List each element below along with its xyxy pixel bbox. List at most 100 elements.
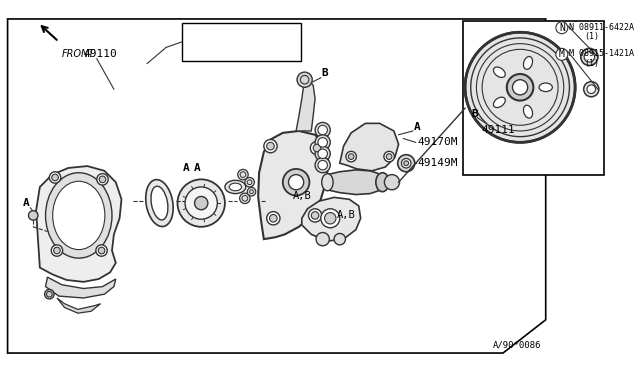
Circle shape <box>316 232 330 246</box>
Circle shape <box>99 176 106 183</box>
Text: A— 49110K: A— 49110K <box>188 28 241 38</box>
Ellipse shape <box>229 183 241 191</box>
Text: 49170M: 49170M <box>417 137 458 147</box>
Ellipse shape <box>493 97 506 108</box>
Polygon shape <box>302 198 361 241</box>
Text: A/90*0086: A/90*0086 <box>493 340 541 349</box>
Text: A,B: A,B <box>337 211 356 221</box>
Circle shape <box>313 144 321 152</box>
Circle shape <box>581 48 598 65</box>
Ellipse shape <box>225 180 246 193</box>
Circle shape <box>315 157 330 173</box>
Circle shape <box>404 161 408 166</box>
Circle shape <box>346 151 356 162</box>
Polygon shape <box>8 19 546 353</box>
Circle shape <box>264 140 277 153</box>
Text: (1): (1) <box>584 32 600 41</box>
Circle shape <box>584 81 599 97</box>
Ellipse shape <box>524 105 532 118</box>
FancyArrowPatch shape <box>42 26 57 40</box>
Text: 49149M: 49149M <box>417 158 458 168</box>
Text: A: A <box>194 163 201 173</box>
Circle shape <box>318 138 328 147</box>
Text: 49111: 49111 <box>481 125 515 135</box>
Polygon shape <box>36 166 122 282</box>
Circle shape <box>177 179 225 227</box>
Circle shape <box>348 154 354 160</box>
Ellipse shape <box>151 186 168 220</box>
Text: A: A <box>182 163 189 173</box>
Circle shape <box>195 196 208 210</box>
Circle shape <box>311 212 319 219</box>
Circle shape <box>297 72 312 87</box>
Circle shape <box>97 174 108 185</box>
Ellipse shape <box>524 57 532 70</box>
Polygon shape <box>328 170 383 195</box>
Circle shape <box>507 74 533 100</box>
Ellipse shape <box>45 173 112 258</box>
Circle shape <box>283 169 309 196</box>
Text: M 08915-1421A: M 08915-1421A <box>570 49 634 58</box>
Circle shape <box>237 169 248 180</box>
Polygon shape <box>45 277 116 298</box>
Circle shape <box>334 234 346 245</box>
Text: A,B: A,B <box>292 192 311 202</box>
Circle shape <box>96 245 108 256</box>
Circle shape <box>384 151 394 162</box>
Circle shape <box>315 135 330 150</box>
Text: N 08911-6422A: N 08911-6422A <box>570 23 634 32</box>
Text: 49110: 49110 <box>83 49 117 59</box>
Circle shape <box>269 215 277 222</box>
Polygon shape <box>57 298 100 313</box>
Circle shape <box>98 247 105 254</box>
Text: B: B <box>321 68 328 78</box>
Circle shape <box>401 158 411 168</box>
Text: M: M <box>559 49 564 60</box>
Circle shape <box>587 85 596 93</box>
Polygon shape <box>296 80 315 131</box>
Circle shape <box>318 160 328 170</box>
Text: B— 49119K: B— 49119K <box>188 43 241 53</box>
Circle shape <box>318 149 328 158</box>
Text: A: A <box>414 122 421 132</box>
Circle shape <box>239 193 250 203</box>
Circle shape <box>318 125 328 135</box>
Ellipse shape <box>376 173 389 192</box>
Text: FRONT: FRONT <box>61 49 95 60</box>
Circle shape <box>315 146 330 161</box>
Ellipse shape <box>146 180 173 227</box>
Circle shape <box>245 177 254 187</box>
Circle shape <box>321 209 340 228</box>
Circle shape <box>267 142 275 150</box>
Bar <box>182 23 301 61</box>
Circle shape <box>310 141 324 155</box>
Circle shape <box>387 154 392 160</box>
Circle shape <box>49 172 61 183</box>
Circle shape <box>28 211 38 220</box>
Circle shape <box>308 209 322 222</box>
Circle shape <box>289 174 304 190</box>
Polygon shape <box>258 131 328 239</box>
Ellipse shape <box>493 67 506 77</box>
Circle shape <box>513 80 527 95</box>
Circle shape <box>385 174 399 190</box>
Circle shape <box>247 187 256 196</box>
Ellipse shape <box>322 174 333 191</box>
Bar <box>463 21 604 174</box>
Text: N: N <box>559 23 564 33</box>
Circle shape <box>51 245 63 256</box>
Circle shape <box>185 187 218 219</box>
Text: A: A <box>23 198 30 208</box>
Ellipse shape <box>539 83 552 92</box>
Circle shape <box>465 32 575 142</box>
Polygon shape <box>340 124 399 171</box>
Text: B: B <box>471 109 478 119</box>
Circle shape <box>315 122 330 138</box>
Circle shape <box>397 155 415 172</box>
Circle shape <box>324 212 336 224</box>
Text: (1): (1) <box>584 59 600 68</box>
Circle shape <box>52 174 58 181</box>
Circle shape <box>54 247 60 254</box>
Ellipse shape <box>52 181 105 250</box>
Circle shape <box>45 289 54 299</box>
